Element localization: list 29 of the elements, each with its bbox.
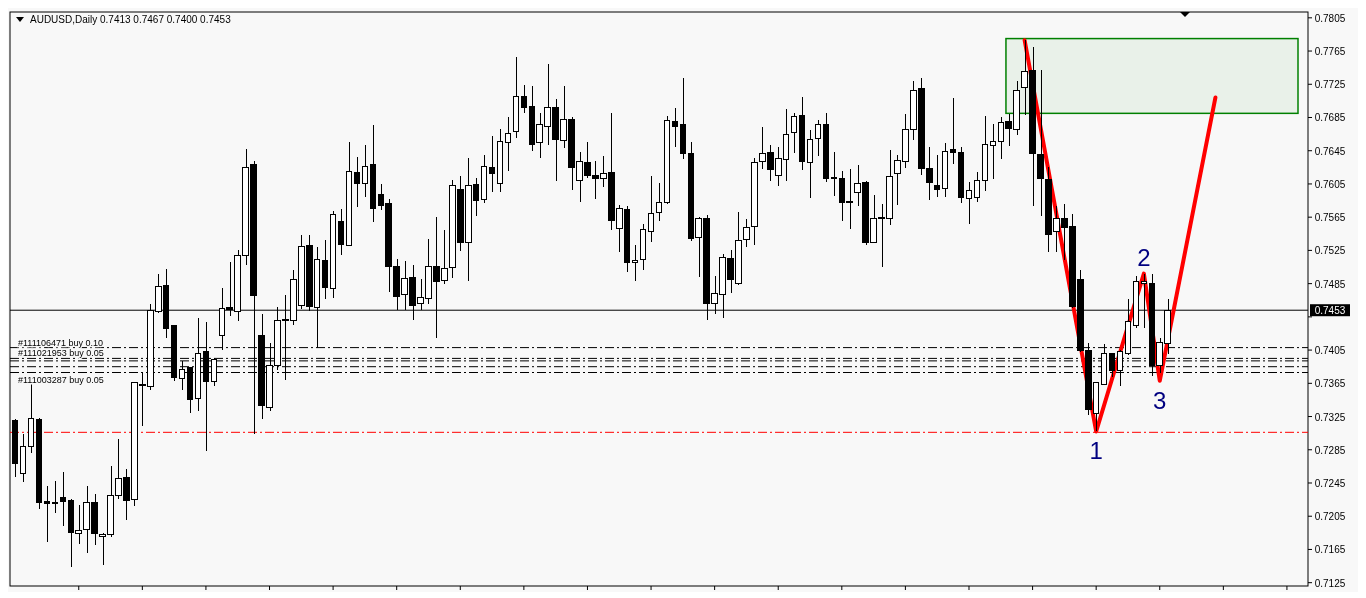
y-tick-label: 0.7525	[1314, 245, 1346, 257]
y-tick-label: 0.7125	[1314, 577, 1346, 589]
y-tick-label: 0.7605	[1314, 178, 1346, 190]
annotation: 1	[1089, 437, 1103, 465]
y-tick-label: 0.7405	[1314, 345, 1346, 357]
ref-line-label: #111021953 buy 0.05	[18, 348, 104, 359]
candlestick	[743, 218, 750, 248]
candlestick	[965, 181, 973, 225]
y-tick-label: 0.7485	[1314, 278, 1346, 290]
y-tick-label: 0.7205	[1314, 511, 1346, 523]
y-tick-label: 0.7805	[1314, 12, 1346, 24]
annotation: 2	[1137, 243, 1151, 271]
y-tick-label: 0.7645	[1314, 145, 1346, 157]
y-tick-label: 0.7725	[1314, 79, 1346, 91]
y-tick-label: 0.7565	[1314, 212, 1346, 224]
candlestick	[504, 116, 512, 172]
y-tick-label: 0.7165	[1314, 544, 1346, 556]
ref-line-label: #111106471 buy 0.10	[18, 337, 104, 348]
ref-line-label: #111003287 buy 0.05	[18, 374, 104, 385]
y-tick-label: 0.7325	[1314, 411, 1346, 423]
y-tick-label: 0.7285	[1314, 444, 1346, 456]
y-tick-label: 0.7685	[1314, 112, 1346, 124]
annotation: 3	[1153, 386, 1167, 414]
chart-title: AUDUSD,Daily 0.7413 0.7467 0.7400 0.7453	[30, 14, 232, 25]
y-tick-label: 0.7245	[1314, 478, 1346, 489]
y-tick-label: 0.7765	[1314, 46, 1346, 58]
ref-line-label: 0.7453	[1314, 305, 1346, 317]
y-tick-label: 0.7365	[1314, 378, 1346, 390]
candlestick	[655, 182, 663, 222]
